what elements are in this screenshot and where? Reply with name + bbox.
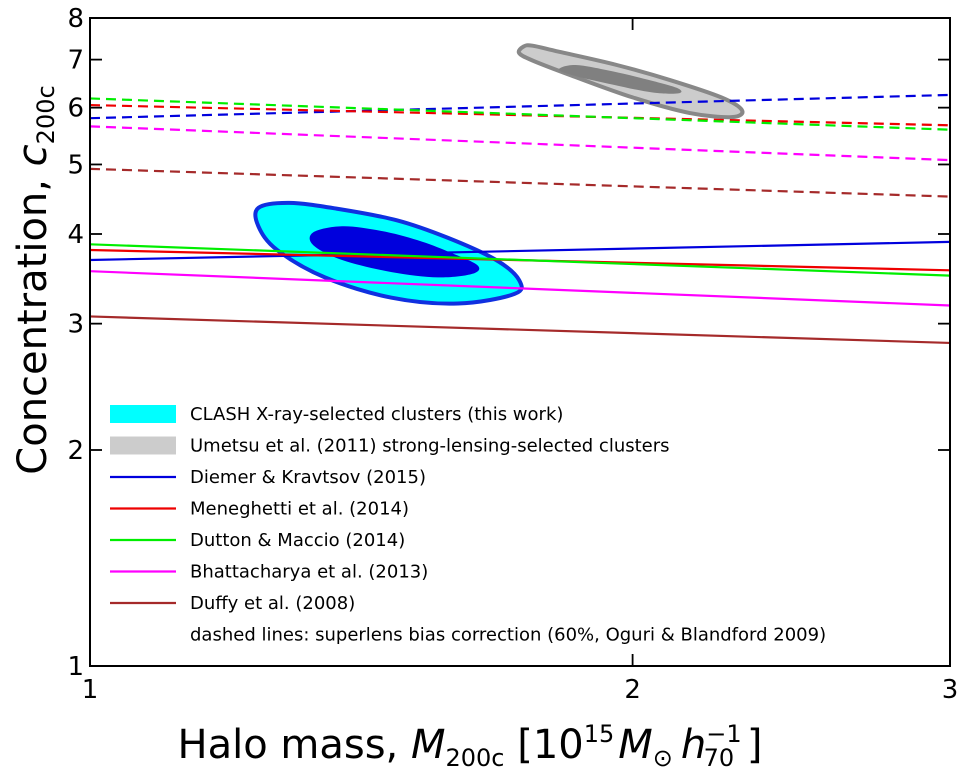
legend-label: Diemer & Kravtsov (2015)	[190, 467, 426, 488]
y-tick-label: 1	[67, 652, 84, 682]
x-tick-label: 2	[624, 675, 641, 705]
legend-label: Dutton & Maccio (2014)	[190, 530, 405, 551]
y-tick-label: 8	[67, 4, 84, 34]
y-tick-label: 4	[67, 220, 84, 250]
legend-label: Bhattacharya et al. (2013)	[190, 562, 428, 583]
legend: CLASH X-ray-selected clusters (this work…	[110, 404, 826, 646]
y-tick-label: 2	[67, 436, 84, 466]
plot-frame	[89, 17, 951, 667]
y-tick-label: 6	[67, 94, 84, 124]
series-line-4	[90, 315, 950, 345]
x-tick-label: 1	[82, 675, 99, 705]
model-lines-layer	[90, 93, 950, 345]
legend-label: Duffy et al. (2008)	[190, 593, 355, 614]
x-tick-label: 3	[942, 675, 959, 705]
contour-1-inner	[558, 64, 682, 94]
x-axis-title: Halo mass, M200c [1015 M⊙ h−1 70 ]	[177, 720, 762, 769]
series-dashed-line-3	[90, 125, 950, 162]
legend-label: Meneghetti et al. (2014)	[190, 499, 409, 520]
tick-layer: 1 2 3 1 2 3 4 5 6 7 8	[67, 4, 958, 705]
legend-label: Umetsu et al. (2011) strong-lensing-sele…	[190, 436, 670, 457]
series-line-3	[90, 270, 950, 307]
series-line-0	[90, 240, 950, 262]
series-dashed-line-0	[90, 93, 950, 120]
legend-note: dashed lines: superlens bias correction …	[190, 625, 826, 646]
y-axis-title: Concentration, c200c	[10, 85, 60, 474]
series-dashed-line-4	[90, 167, 950, 198]
series-line-2	[90, 243, 950, 277]
legend-swatch-contour-1	[110, 436, 176, 455]
legend-swatch-contour-0	[110, 405, 176, 423]
y-tick-label: 7	[67, 46, 84, 76]
legend-label: CLASH X-ray-selected clusters (this work…	[190, 404, 563, 425]
y-tick-label: 5	[67, 150, 84, 180]
y-tick-label: 3	[67, 310, 84, 340]
contour-0-inner	[309, 226, 480, 278]
